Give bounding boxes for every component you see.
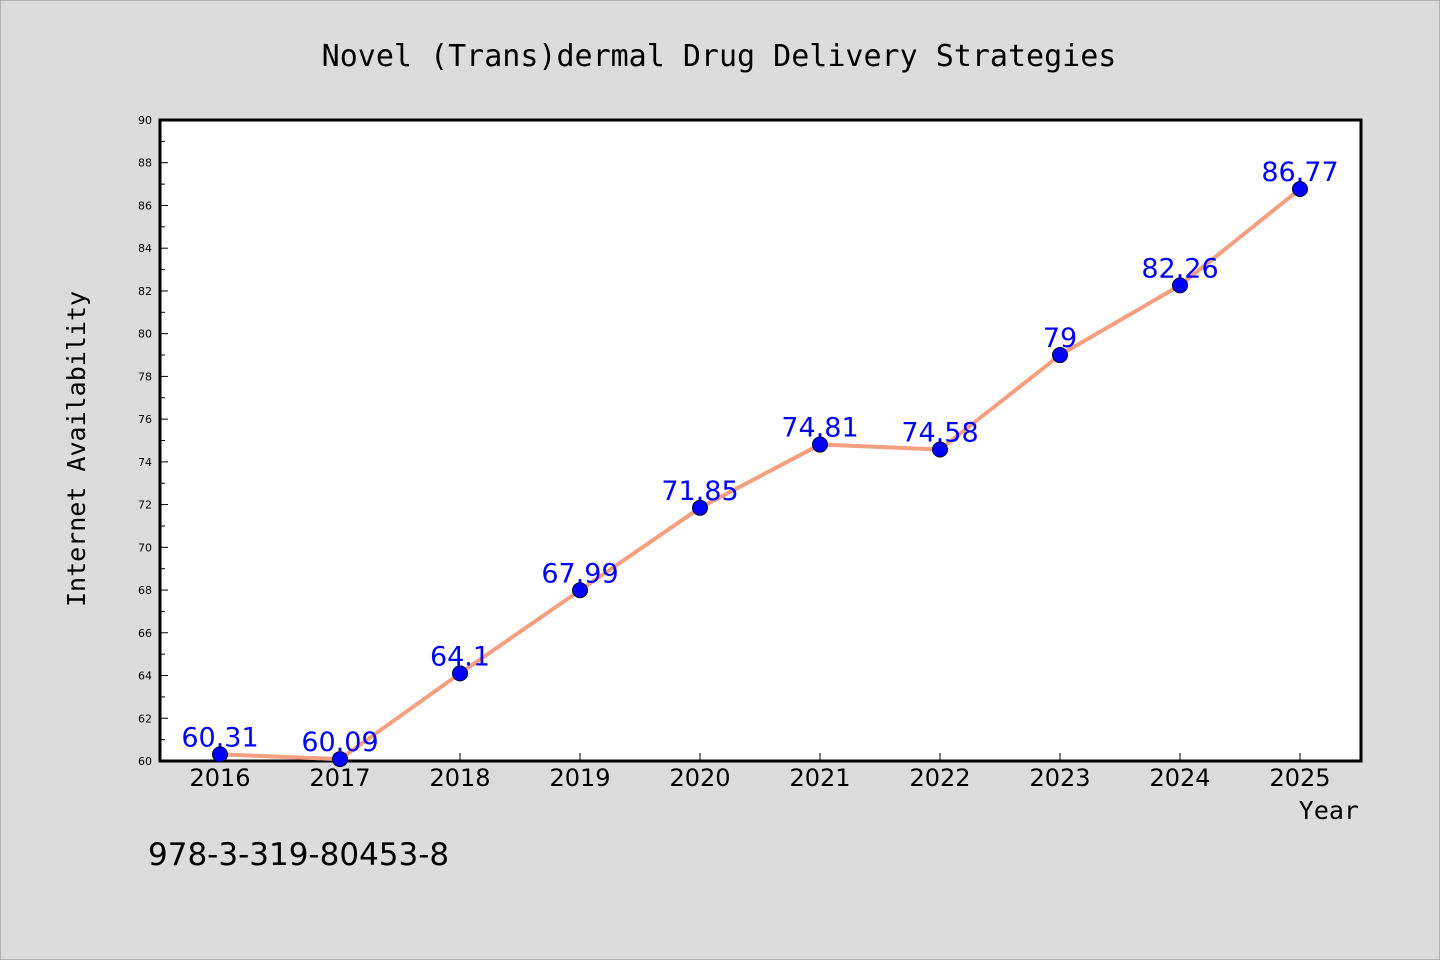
chart-title: Novel (Trans)dermal Drug Delivery Strate… [322,39,1117,74]
x-axis-label: Year [1299,796,1359,825]
x-tick-label: 2023 [1029,764,1090,792]
y-tick-label: 84 [138,242,152,255]
data-point [1052,347,1068,364]
x-tick-label: 2025 [1269,764,1330,792]
data-label: 79 [1043,323,1077,354]
y-tick-label: 86 [138,199,152,212]
data-point [452,665,468,682]
data-label: 74.81 [781,413,858,444]
data-point [1292,181,1308,198]
plot-area [158,118,1363,763]
y-tick-label: 88 [138,157,152,170]
x-tick-label: 2021 [789,764,850,792]
y-tick-label: 72 [138,499,152,512]
data-point [812,436,828,453]
series-line [219,187,1302,762]
x-tick-label: 2024 [1149,764,1210,792]
data-point [212,746,228,763]
y-tick-label: 66 [138,627,152,640]
y-tick-label: 68 [138,584,152,597]
x-tick-label: 2018 [429,764,490,792]
data-point [692,499,708,516]
data-point [1172,277,1188,294]
data-label: 60.09 [301,727,378,758]
x-tick-label: 2016 [189,764,250,792]
y-tick-label: 76 [138,413,152,426]
y-tick-label: 60 [138,755,152,768]
data-label: 67.99 [541,558,618,589]
y-axis-ticks: 60 62 64 66 68 70 72 74 76 78 80 82 84 86 88 90 [138,114,168,768]
y-tick-label: 82 [138,285,152,298]
data-point [572,582,588,599]
y-tick-label: 80 [138,328,152,341]
x-tick-label: 2017 [309,764,370,792]
data-label: 60.31 [181,722,258,753]
y-tick-label: 78 [138,370,152,383]
footer-isbn: 978-3-319-80453-8 [148,837,449,873]
data-label: 71.85 [661,476,738,507]
x-tick-label: 2022 [909,764,970,792]
series-markers [212,181,1308,768]
data-point [332,751,348,768]
data-label: 86.77 [1261,157,1338,188]
data-labels: 60.31 60.09 64.1 67.99 71.85 74.81 74.58 79 82.2… [181,157,1338,758]
y-axis-label: Internet Availability [62,291,91,607]
data-point [932,441,948,458]
data-label: 82.26 [1141,253,1218,284]
y-tick-label: 90 [138,114,152,127]
y-tick-label: 62 [138,712,152,725]
y-tick-label: 70 [138,541,152,554]
x-tick-label: 2019 [549,764,610,792]
y-tick-label: 74 [138,456,152,469]
x-axis-ticks: 2016 2017 2018 2019 2020 2021 2022 2023 2024 2025 [189,753,1331,792]
data-label: 74.58 [901,417,978,448]
x-tick-label: 2020 [669,764,730,792]
y-tick-label: 64 [138,670,152,683]
data-label: 64.1 [430,641,490,672]
